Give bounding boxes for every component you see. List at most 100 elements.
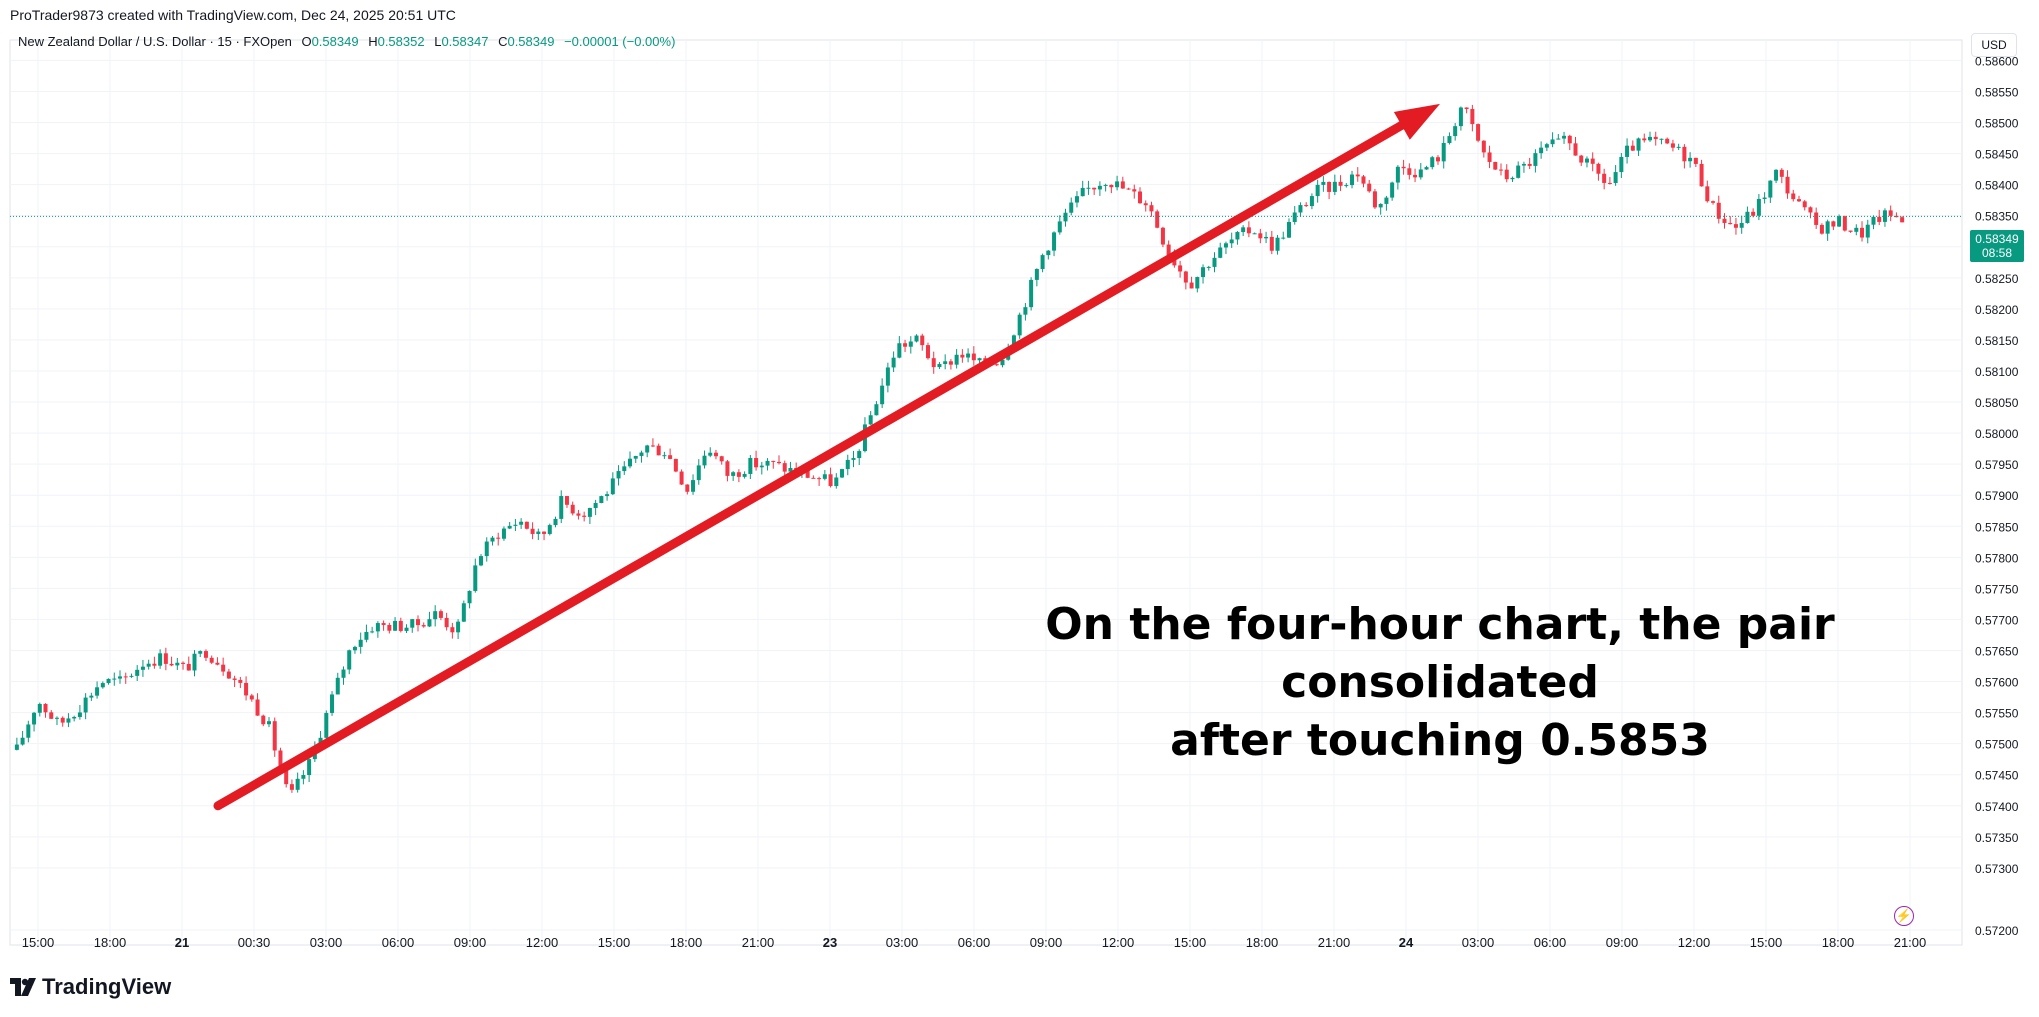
candle-body [1733,224,1738,228]
candle-body [307,759,312,776]
y-tick-label: 0.58150 [1975,334,2019,348]
last-price-value: 0.58349 [1975,232,2019,246]
x-tick-label: 03:00 [1462,935,1495,950]
candle-body [587,508,592,517]
candle-body [1189,282,1194,289]
candle-body [198,651,203,654]
candle-body [679,471,684,485]
candle-body [817,478,822,480]
candle-body [1206,266,1211,268]
x-tick-label: 21:00 [742,935,775,950]
tradingview-logo[interactable]: TradingView [10,974,171,1000]
candle-body [610,478,615,495]
x-tick-label: 12:00 [526,935,559,950]
candle-body [593,502,598,509]
candle-body [473,565,478,591]
candle-body [570,504,575,514]
candle-body [536,531,541,534]
candle-body [1401,166,1406,169]
candle-body [490,537,495,542]
candle-body [1212,257,1217,267]
candle-body [1372,191,1377,208]
candle-body [1653,136,1658,140]
candle-body [1178,265,1183,272]
candle-body [1155,211,1160,228]
y-tick-label: 0.58350 [1975,210,2019,224]
candle-body [456,621,461,633]
candle-body [1837,216,1842,227]
candle-body [1109,184,1114,188]
candle-body [1647,136,1653,141]
countdown-timer: 08:58 [1981,246,2013,260]
candle-body [1739,222,1744,228]
candle-body [925,345,930,359]
candle-body [1894,215,1899,218]
candle-body [1699,163,1704,187]
candle-body [971,353,976,361]
candle-body [1636,138,1641,151]
candle-body [1556,138,1561,140]
candle-body [1269,236,1274,251]
candle-body [1693,157,1698,164]
candle-body [1458,107,1463,127]
candle-body [1848,230,1853,232]
candle-body [1120,181,1125,189]
candle-body [49,712,54,719]
candle-body [421,625,426,627]
candle-body [1814,212,1819,225]
candle-body [840,469,845,478]
candle-body [106,678,111,684]
candle-body [524,521,529,529]
x-tick-label: 18:00 [670,935,703,950]
candle-body [668,455,673,459]
candle-body [1241,227,1246,233]
candle-body [352,646,357,651]
candle-body [1602,173,1607,183]
low-label: L [434,34,442,49]
y-tick-label: 0.58000 [1975,427,2019,441]
x-tick-label: 15:00 [22,935,55,950]
currency-button[interactable]: USD [1971,33,2017,57]
candle-body [135,669,140,676]
candle-body [43,703,48,713]
candle-body [1516,165,1521,178]
candle-body [1281,237,1286,239]
y-tick-label: 0.57900 [1975,489,2019,503]
candle-body [1258,233,1263,239]
candle-body [1791,193,1796,200]
candle-body [1796,199,1801,202]
candle-body [1355,174,1360,177]
candle-body [547,525,552,534]
candle-body [1017,314,1022,336]
candle-body [1361,176,1366,184]
x-tick-label: 21 [175,935,189,950]
chart-annotation: On the four-hour chart, the pair consoli… [930,596,1950,770]
candle-body [209,657,214,663]
candle-body [1481,140,1486,153]
high-value: 0.58352 [377,34,425,49]
candle-body [1132,189,1137,192]
candle-body [1286,221,1291,238]
candle-body [507,525,512,529]
candle-body [1149,205,1154,212]
candle-body [347,650,352,670]
candle-body [1252,233,1257,235]
candle-body [576,513,581,516]
candle-body [1779,169,1784,177]
y-tick-label: 0.57750 [1975,582,2019,596]
candle-body [295,778,300,790]
candle-body [169,663,174,666]
high-label: H [368,34,378,49]
candle-body [501,528,506,539]
candle-body [393,620,398,631]
candle-body [1195,277,1200,289]
candle-body [788,468,793,472]
candle-body [129,675,134,677]
candle-body [519,521,524,525]
y-tick-label: 0.58500 [1975,117,2019,131]
lightning-icon[interactable]: ⚡ [1894,906,1914,926]
candle-body [152,663,157,666]
candle-body [72,716,77,719]
candle-body [1521,163,1526,166]
